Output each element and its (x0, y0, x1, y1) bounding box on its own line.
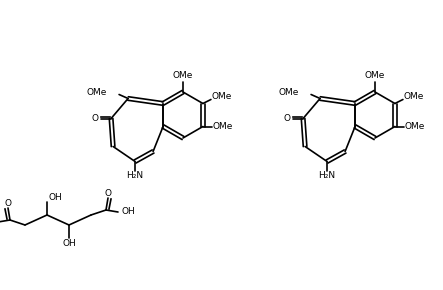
Text: O: O (284, 114, 291, 123)
Text: O: O (4, 198, 12, 208)
Text: H₂N: H₂N (319, 171, 336, 180)
Text: OH: OH (62, 240, 76, 249)
Text: H₂N: H₂N (127, 171, 144, 180)
Text: OMe: OMe (87, 88, 107, 97)
Text: OMe: OMe (365, 72, 385, 81)
Text: OH: OH (122, 208, 136, 217)
Text: OMe: OMe (405, 122, 425, 131)
Text: OMe: OMe (173, 72, 193, 81)
Text: OMe: OMe (213, 122, 233, 131)
Text: O: O (105, 188, 112, 197)
Text: OH: OH (49, 193, 63, 202)
Text: OMe: OMe (404, 92, 424, 101)
Text: OMe: OMe (212, 92, 232, 101)
Text: OMe: OMe (279, 88, 299, 97)
Text: O: O (92, 114, 99, 123)
